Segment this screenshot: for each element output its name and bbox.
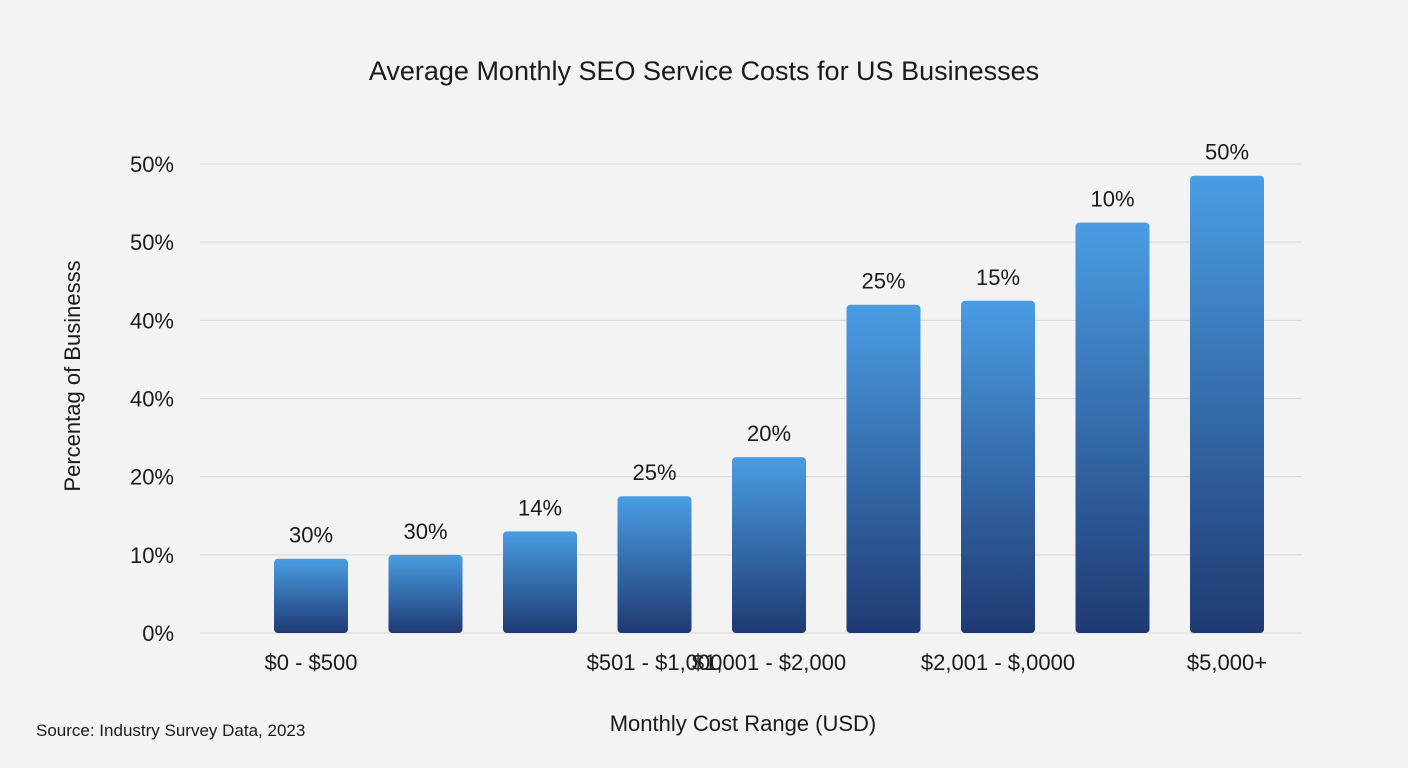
bar-value-label: 15%	[976, 265, 1020, 290]
bar	[617, 496, 692, 633]
y-tick-label: 40%	[130, 308, 174, 333]
x-category-label: $501 - $1,000	[587, 650, 723, 675]
bar-value-label: 25%	[632, 460, 676, 485]
x-category-label: $1,001 - $2,000	[692, 650, 846, 675]
bar	[961, 300, 1035, 633]
bar	[503, 531, 577, 633]
bar	[732, 457, 806, 633]
bar-value-label: 10%	[1090, 187, 1134, 212]
x-axis-categories: $0 - $500 $501 - $1,000$1,001 - $2,000 $2,…	[265, 650, 1268, 675]
bars	[274, 175, 1264, 633]
source-note: Source: Industry Survey Data, 2023	[36, 721, 305, 740]
bar	[1075, 222, 1150, 633]
bar-value-label: 30%	[289, 523, 333, 548]
y-tick-label: 10%	[130, 543, 174, 568]
data-labels: 30% 30% 14% 25% 20% 25% 15% 10% 50%	[289, 140, 1249, 548]
y-axis-ticks: 0% 10% 20% 40% 40% 50% 50%	[130, 152, 174, 646]
bar-value-label: 30%	[403, 519, 447, 544]
y-axis-label: Percentag of Businesss	[60, 260, 85, 491]
x-category-label: $0 - $500	[265, 650, 358, 675]
y-tick-label: 40%	[130, 387, 174, 412]
bar-value-label: 25%	[861, 269, 905, 294]
bar	[274, 558, 348, 633]
y-tick-label: 50%	[130, 230, 174, 255]
bar	[1190, 175, 1264, 633]
bar	[388, 554, 463, 633]
bar-value-label: 14%	[518, 495, 562, 520]
y-tick-label: 20%	[130, 465, 174, 490]
x-category-label: $2,001 - $,0000	[921, 650, 1075, 675]
y-tick-label: 50%	[130, 152, 174, 177]
chart-title: Average Monthly SEO Service Costs for US…	[369, 56, 1039, 86]
bar	[846, 304, 921, 633]
y-tick-label: 0%	[142, 621, 174, 646]
bar-value-label: 20%	[747, 421, 791, 446]
x-axis-label: Monthly Cost Range (USD)	[610, 711, 877, 736]
x-category-label: $5,000+	[1187, 650, 1267, 675]
bar-value-label: 50%	[1205, 140, 1249, 165]
